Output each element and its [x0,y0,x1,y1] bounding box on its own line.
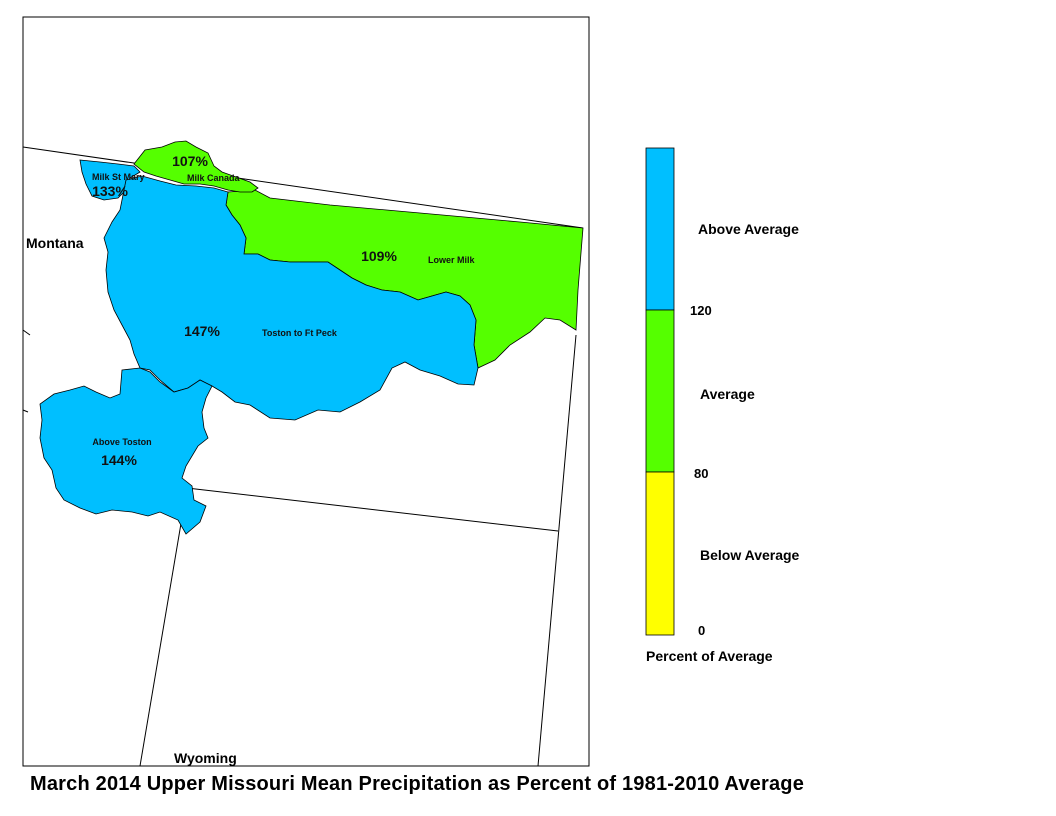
legend-break-120: 120 [690,303,712,318]
montana-east-border [537,334,577,767]
canada-border-line [22,146,584,229]
basin-toston-ft-peck[interactable] [103,175,479,421]
label-pct-milk-st-mary: 133% [92,183,128,199]
wyoming-west-border [139,487,188,767]
state-boundaries [22,146,584,767]
legend-caption: Percent of Average [646,648,773,664]
label-name-toston-ft-peck: Toston to Ft Peck [262,328,338,338]
label-name-above-toston: Above Toston [92,437,151,447]
legend-label-below: Below Average [700,547,800,563]
legend-label-average: Average [700,386,755,402]
border-stub-2 [22,409,29,413]
label-pct-lower-milk: 109% [361,248,397,264]
label-pct-milk-canada: 107% [172,153,208,169]
state-label-montana: Montana [26,235,84,251]
legend-swatch-average [645,309,675,473]
legend-swatch-below [645,471,675,636]
legend-break-0: 0 [698,623,706,638]
legend-swatch-above [645,147,675,311]
basin-above-toston[interactable] [39,367,213,535]
label-name-lower-milk: Lower Milk [428,255,476,265]
wyoming-north-border [186,487,559,532]
legend-color-bar [645,147,675,636]
legend-break-80: 80 [694,466,709,481]
label-name-milk-st-mary: Milk St Mary [92,172,145,182]
state-label-wyoming: Wyoming [174,750,237,766]
label-pct-toston-ft-peck: 147% [184,323,220,339]
label-name-milk-canada: Milk Canada [187,173,241,183]
label-pct-above-toston: 144% [101,452,137,468]
border-stub-1 [22,329,31,336]
legend-label-above: Above Average [698,221,799,237]
basin-milk-canada[interactable] [133,140,259,193]
map-title: March 2014 Upper Missouri Mean Precipita… [30,773,805,795]
